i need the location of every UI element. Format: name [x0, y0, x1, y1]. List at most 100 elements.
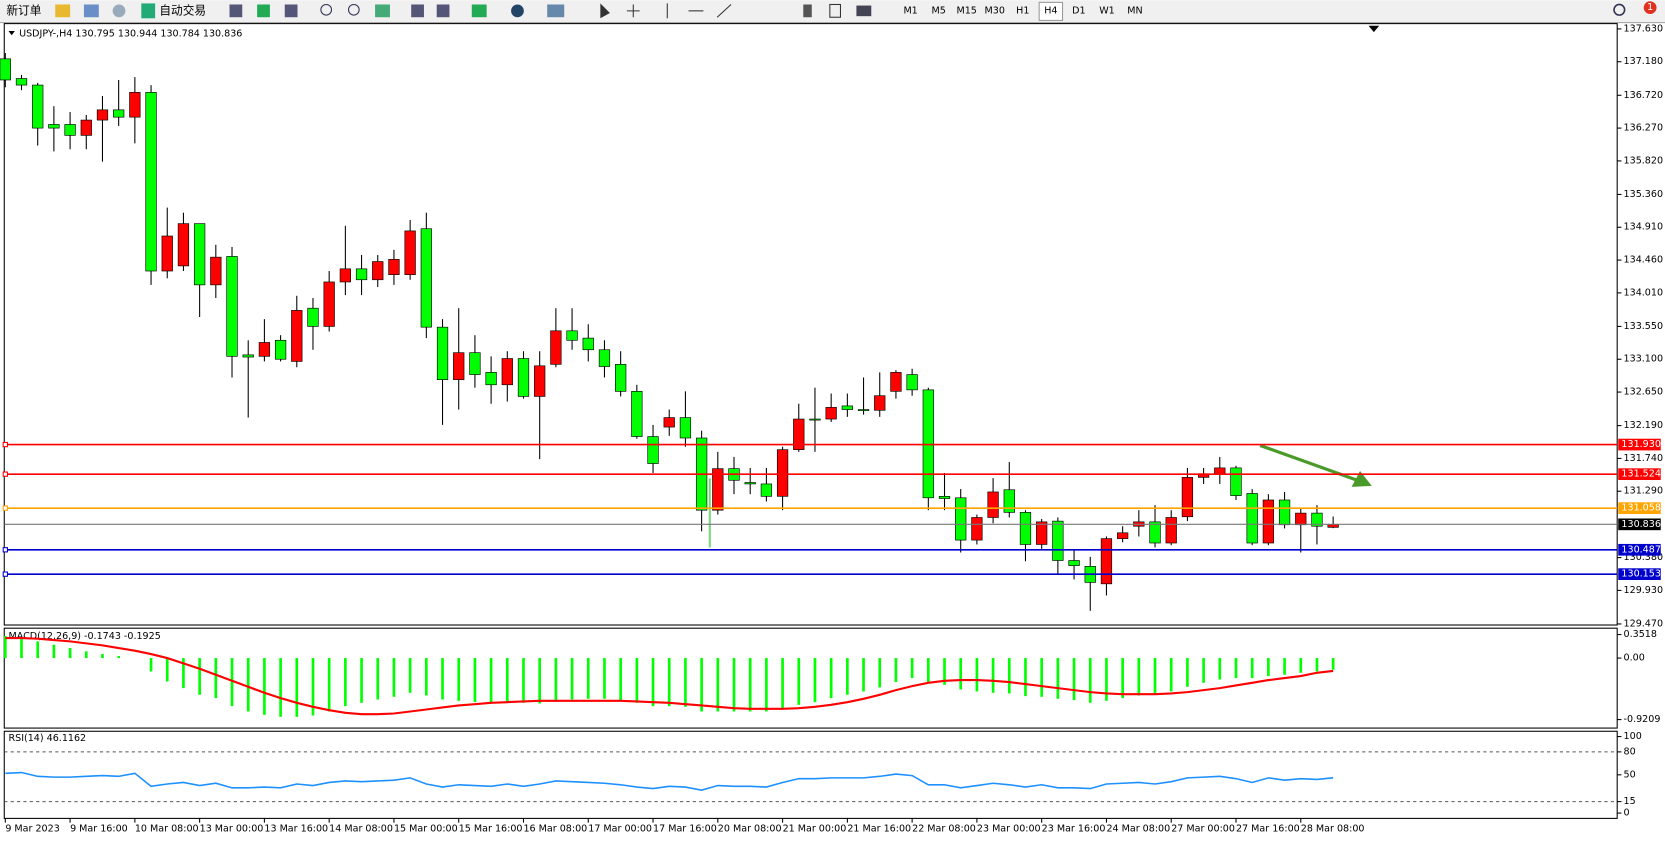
current-price-label: 130.836: [1621, 519, 1660, 530]
x-tick-label: 13 Mar 00:00: [200, 824, 264, 835]
y-tick-label: 136.720: [1624, 90, 1663, 101]
candle-body: [1036, 521, 1048, 545]
rsi-title: RSI(14) 46.1162: [9, 733, 87, 744]
candle-body: [420, 228, 432, 328]
y-tick-label: 129.470: [1624, 618, 1663, 629]
icon[interactable]: [229, 4, 243, 18]
candle-body: [1052, 520, 1064, 561]
candle-body: [1003, 489, 1015, 513]
icon[interactable]: [716, 4, 732, 18]
candle-body: [1230, 467, 1242, 496]
candle-body: [453, 352, 465, 380]
icon[interactable]: [547, 4, 565, 18]
candle-body: [258, 342, 271, 357]
candle-body: [744, 482, 756, 485]
candle-body: [129, 92, 141, 118]
icon[interactable]: [829, 3, 842, 18]
icon[interactable]: [626, 4, 640, 18]
candle-body: [1246, 493, 1258, 544]
toolbar: [0, 0, 1665, 23]
icon[interactable]: [141, 3, 156, 19]
y-tick-label: 137.180: [1624, 56, 1663, 67]
x-tick-label: 16 Mar 08:00: [523, 824, 587, 835]
candle-body: [501, 358, 513, 386]
price-line-handle: [2, 441, 8, 448]
timeframe-button[interactable]: H4: [1044, 5, 1057, 16]
candle-body: [776, 449, 789, 497]
price-line-handle: [2, 547, 8, 553]
y-tick-label: 136.270: [1624, 123, 1663, 134]
timeframe-button[interactable]: M30: [985, 5, 1005, 16]
icon[interactable]: [55, 4, 71, 18]
x-tick-label: 9 Mar 2023: [5, 824, 59, 835]
candle-body: [534, 365, 546, 397]
price-label: 131.524: [1621, 469, 1660, 480]
x-tick-label: 15 Mar 00:00: [394, 824, 458, 835]
candle-body: [242, 354, 254, 358]
timeframe-button[interactable]: M1: [903, 5, 917, 16]
icon[interactable]: [600, 3, 610, 19]
candle-body: [145, 92, 157, 272]
timeframe-button[interactable]: MN: [1127, 5, 1142, 16]
candle-body: [48, 124, 60, 129]
icon[interactable]: [257, 4, 270, 18]
candle-body: [1149, 521, 1161, 544]
price-label: 130.153: [1621, 569, 1660, 580]
icon[interactable]: [375, 4, 390, 18]
price-line-handle: [2, 505, 8, 511]
candle-body: [15, 78, 28, 86]
candle-body: [1181, 477, 1194, 518]
x-tick-label: 13 Mar 16:00: [264, 824, 328, 835]
notification-count[interactable]: 1: [1647, 2, 1653, 13]
x-tick-label: 17 Mar 00:00: [588, 824, 652, 835]
rsi-line: [5, 771, 1334, 791]
price-label-box: [1618, 543, 1661, 556]
candle-body: [517, 358, 530, 397]
timeframe-button[interactable]: M5: [931, 5, 945, 16]
icon[interactable]: [320, 3, 333, 16]
icon[interactable]: [436, 4, 450, 18]
candle-body: [291, 310, 303, 362]
x-tick-label: 24 Mar 08:00: [1106, 824, 1170, 835]
icon[interactable]: [112, 4, 126, 18]
notification-badge[interactable]: [1643, 1, 1657, 15]
candle-body: [177, 223, 190, 267]
auto-trading-button[interactable]: 自动交易: [159, 3, 206, 17]
icon[interactable]: [411, 4, 424, 18]
timeframe-button[interactable]: H1: [1016, 5, 1029, 16]
icon[interactable]: [347, 3, 360, 16]
price-line-handle: [2, 571, 8, 577]
search-icon[interactable]: [1613, 3, 1626, 16]
icon[interactable]: [803, 4, 812, 18]
icon[interactable]: [284, 4, 298, 18]
candle-body: [469, 352, 481, 375]
icon[interactable]: [471, 4, 487, 18]
icon[interactable]: [856, 5, 872, 17]
x-tick-label: 21 Mar 16:00: [847, 824, 911, 835]
x-tick-label: 15 Mar 16:00: [459, 824, 523, 835]
current-price-box: [1618, 518, 1661, 531]
candle-body: [274, 339, 287, 360]
y-tick-label: 135.360: [1624, 189, 1663, 200]
timeframe-button[interactable]: W1: [1099, 5, 1115, 16]
x-tick-label: 27 Mar 16:00: [1236, 824, 1300, 835]
y-tick-label: 0: [1624, 808, 1630, 819]
price-label-box: [1618, 468, 1661, 481]
macd-title: MACD(12,26,9) -0.1743 -0.1925: [9, 631, 161, 642]
x-tick-label: 27 Mar 00:00: [1171, 824, 1235, 835]
icon[interactable]: [511, 4, 524, 18]
candle-body: [582, 337, 594, 351]
timeframe-button[interactable]: M15: [957, 5, 977, 16]
timeframe-button[interactable]: D1: [1072, 5, 1085, 16]
new-order-button[interactable]: 新订单: [6, 3, 41, 17]
icon[interactable]: [83, 4, 99, 18]
candle-body: [679, 417, 692, 439]
price-line-handle: [2, 471, 8, 477]
candle-body: [631, 391, 643, 437]
candle-body: [388, 259, 400, 275]
x-tick-label: 23 Mar 00:00: [977, 824, 1041, 835]
x-tick-label: 14 Mar 08:00: [329, 824, 393, 835]
price-label-box: [1618, 502, 1661, 514]
